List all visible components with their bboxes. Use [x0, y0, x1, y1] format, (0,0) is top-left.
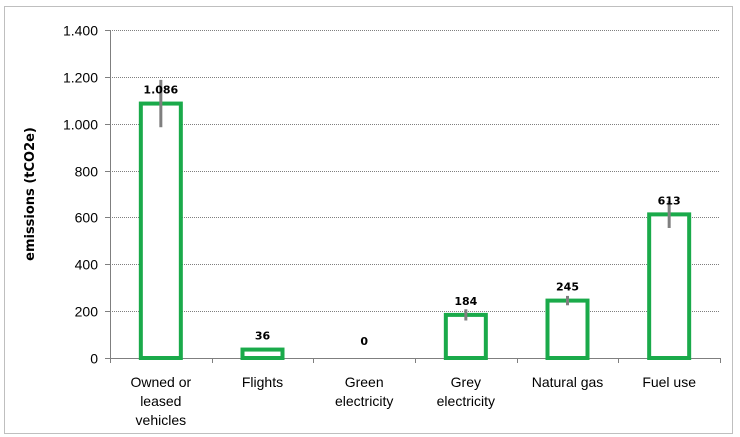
y-tick-label: 600 — [75, 210, 99, 226]
category-label: Flights — [242, 374, 283, 390]
category-label: leased — [140, 393, 181, 409]
error-bars — [161, 80, 669, 321]
data-label: 1.086 — [143, 84, 178, 97]
y-tick-label: 0 — [90, 351, 98, 367]
y-tick-label: 1.400 — [63, 23, 98, 39]
category-label: vehicles — [136, 412, 187, 428]
category-label: Green — [345, 374, 384, 390]
category-label: Owned or — [130, 374, 191, 390]
y-tick-label: 1.000 — [63, 117, 98, 133]
y-tick-label: 800 — [75, 164, 99, 180]
data-label: 0 — [360, 335, 368, 348]
bar — [649, 214, 689, 358]
category-label: Grey — [451, 374, 481, 390]
category-label: electricity — [437, 393, 495, 409]
y-tick-label: 200 — [75, 304, 99, 320]
category-label: electricity — [335, 393, 393, 409]
bar — [141, 104, 181, 358]
data-label: 613 — [658, 194, 681, 207]
data-label: 184 — [454, 295, 477, 308]
y-tick-label: 400 — [75, 257, 99, 273]
data-label: 245 — [556, 281, 579, 294]
y-tick-label: 1.200 — [63, 70, 98, 86]
bar — [548, 301, 588, 358]
axes — [105, 30, 721, 363]
bar — [243, 350, 283, 358]
data-labels: 1.086 36 0 184 245 613 — [143, 84, 680, 348]
data-label: 36 — [255, 330, 271, 343]
category-label: Natural gas — [532, 374, 604, 390]
category-label: Fuel use — [642, 374, 696, 390]
bars — [141, 104, 689, 358]
gridlines — [110, 31, 720, 312]
y-axis-title: emissions (tCO2e) — [23, 127, 38, 261]
bar — [446, 315, 486, 358]
